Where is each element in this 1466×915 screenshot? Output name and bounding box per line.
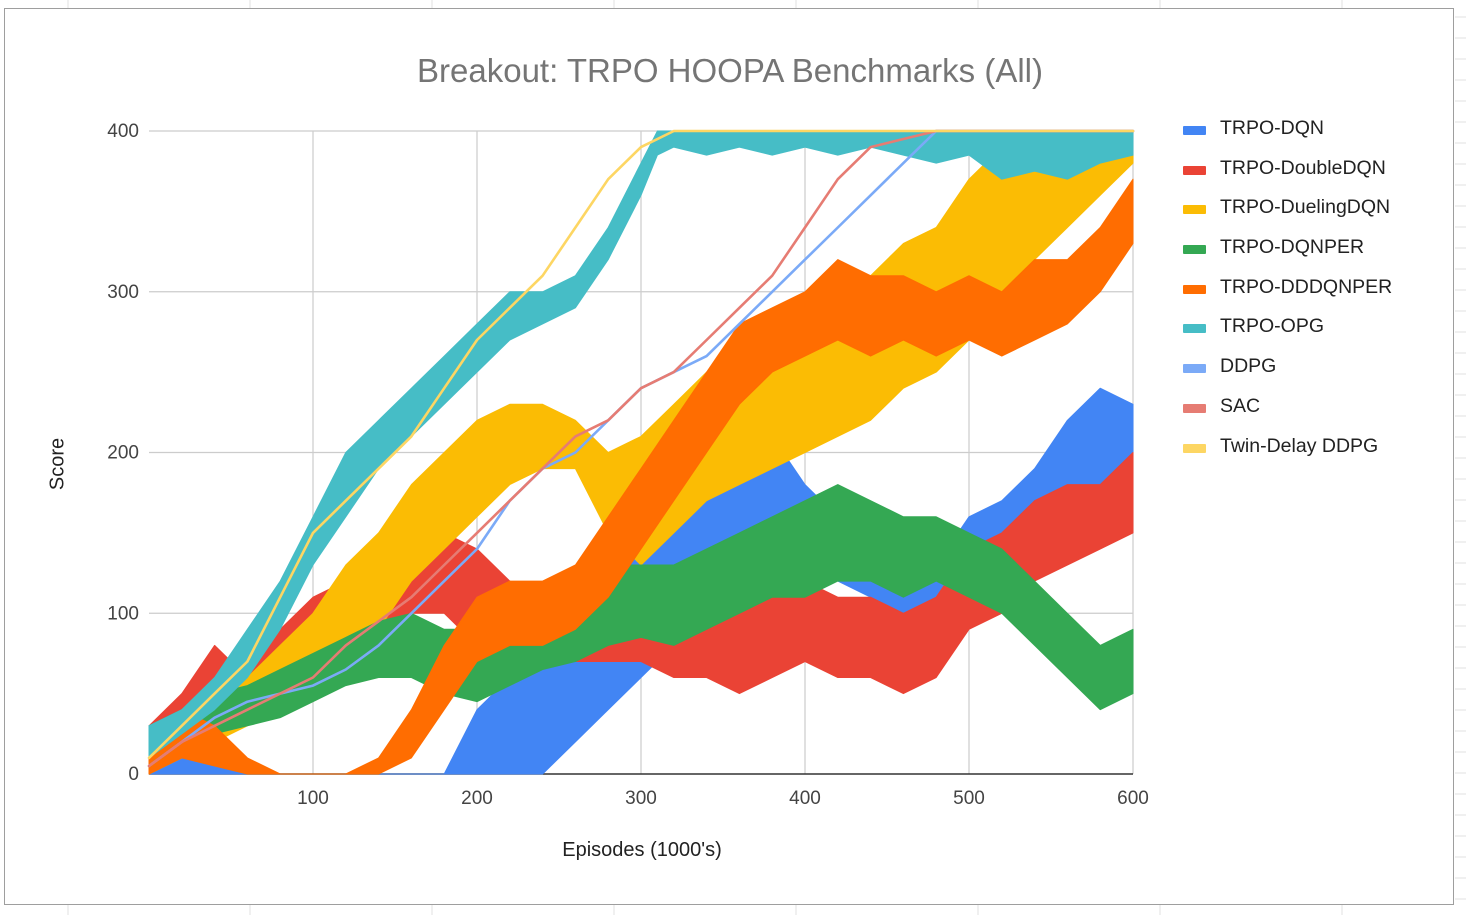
x-axis-title: Episodes (1000's) [562,839,722,861]
legend-swatch [1183,324,1206,334]
legend-swatch [1183,443,1206,453]
y-axis-title-text: Score [46,437,69,491]
x-tick-label: 500 [953,788,985,809]
chart-title: Breakout: TRPO HOOPA Benchmarks (All) [417,52,1043,89]
legend-label: TRPO-DDDQNPER [1220,275,1393,298]
legend-swatch [1183,165,1206,175]
legend-label: TRPO-DQN [1220,117,1324,139]
x-tick-label: 200 [461,788,493,809]
legend-label: Twin-Delay DDPG [1220,434,1379,457]
series-band-4 [148,178,1134,775]
x-tick-label: 400 [789,788,821,809]
legend-swatch [1183,245,1206,255]
legend-label: DDPG [1220,355,1277,378]
legend-label: TRPO-DQNPER [1220,236,1365,259]
legend-label: TRPO-OPG [1220,315,1325,338]
legend-label: SAC [1220,394,1261,417]
x-tick-label: 600 [1117,788,1149,809]
series-layer [147,129,1135,775]
legend-swatch [1183,364,1206,374]
axes: 0 100 200 300 400 100 200 300 400 500 600 [107,121,1149,809]
legend-swatch [1183,205,1206,215]
legend-swatch [1183,284,1206,294]
series-band-5 [148,130,1134,759]
y-tick-label: 400 [107,121,139,142]
legend-swatch [1183,126,1206,135]
x-tick-label: 300 [625,788,657,809]
legend-label: TRPO-DuelingDQN [1220,196,1391,219]
y-tick-label: 0 [128,764,139,785]
legend-swatch [1183,403,1206,413]
y-tick-label: 200 [107,443,139,464]
x-tick-label: 100 [297,788,329,809]
y-tick-label: 300 [107,282,139,303]
y-tick-label: 100 [107,603,139,624]
series-line-8 [147,129,1135,760]
legend-label: TRPO-DoubleDQN [1220,156,1386,179]
